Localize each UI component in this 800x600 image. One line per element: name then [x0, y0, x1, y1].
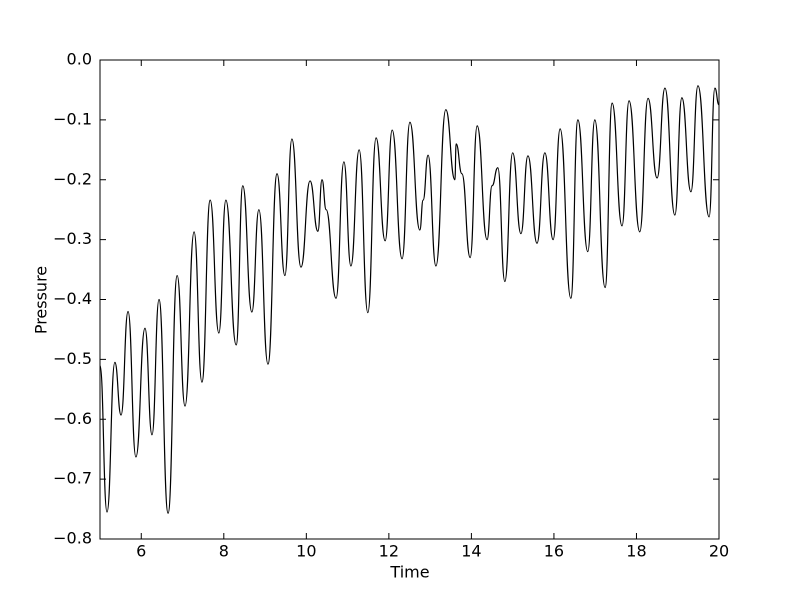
- x-tick-label: 20: [709, 542, 729, 561]
- x-tick-label: 8: [219, 542, 229, 561]
- y-tick-label: −0.6: [53, 409, 92, 428]
- x-tick-label: 18: [626, 542, 646, 561]
- plot-frame: [99, 59, 720, 540]
- x-tick-label: 10: [296, 542, 316, 561]
- x-tick-label: 12: [379, 542, 399, 561]
- y-tick-label: −0.3: [53, 229, 92, 248]
- y-tick-label: −0.5: [53, 349, 92, 368]
- y-tick-label: −0.2: [53, 169, 92, 188]
- x-tick-label: 6: [136, 542, 146, 561]
- y-tick-label: −0.8: [53, 529, 92, 548]
- y-tick-label: 0.0: [67, 50, 92, 69]
- y-tick-label: −0.7: [53, 469, 92, 488]
- y-axis-label: Pressure: [32, 266, 51, 334]
- x-tick-label: 16: [544, 542, 564, 561]
- x-axis-label: Time: [389, 563, 429, 582]
- data-line: [100, 85, 719, 514]
- y-tick-label: −0.4: [53, 289, 92, 308]
- x-tick-label: 14: [461, 542, 481, 561]
- y-tick-label: −0.1: [53, 109, 92, 128]
